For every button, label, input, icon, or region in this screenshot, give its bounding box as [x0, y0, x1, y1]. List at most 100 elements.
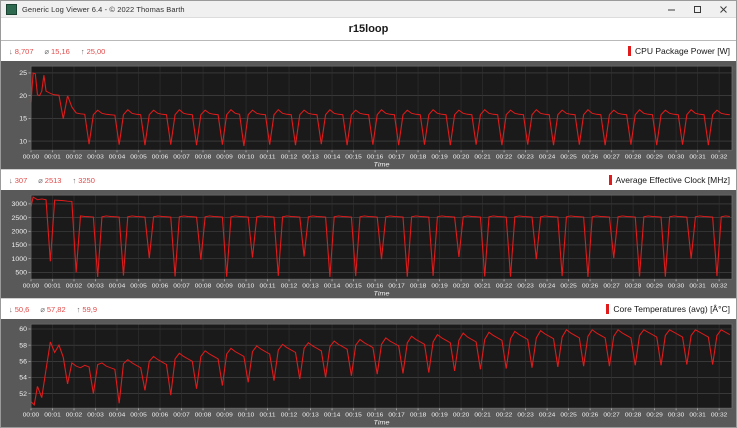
x-axis-tick-label: 00:04: [109, 412, 126, 418]
x-axis-tick-label: 00:04: [109, 283, 126, 289]
x-axis-tick-label: 00:27: [603, 154, 620, 160]
x-axis-tick-label: 00:14: [324, 154, 341, 160]
chart-stats-cpu-package-power: ↓ 8,707 ⌀ 15,16 ↑ 25,00: [9, 47, 105, 56]
x-axis-tick-label: 00:22: [496, 412, 513, 418]
chart-stats-core-temperatures: ↓ 50,6 ⌀ 57,82 ↑ 59,9: [9, 305, 97, 314]
x-axis-title: Time: [374, 162, 390, 168]
legend-label: Average Effective Clock [MHz]: [615, 175, 730, 185]
plot-area-cpu-package-power[interactable]: 10 15 20 25 00:00 00:01 00:02 00:03 00:04 00:05 00…: [1, 61, 736, 169]
x-axis-tick-label: 00:29: [646, 412, 663, 418]
y-axis-tick-label: 25: [19, 71, 27, 77]
series-line-core-temperatures: [30, 329, 731, 407]
x-axis-tick-label: 00:05: [130, 412, 147, 418]
avg-symbol-icon: ⌀: [38, 175, 43, 185]
x-axis-tick-label: 00:17: [388, 283, 405, 289]
x-axis-tick-label: 00:20: [453, 154, 470, 160]
avg-symbol-icon: ⌀: [40, 304, 45, 314]
x-axis-tick-label: 00:30: [668, 283, 685, 289]
y-axis-tick-label: 1500: [11, 243, 27, 249]
x-axis-tick-label: 00:31: [689, 154, 706, 160]
avg-stat-cpu-package-power: ⌀ 15,16: [45, 47, 70, 56]
y-axis-tick-label: 52: [19, 391, 27, 397]
x-axis-tick-label: 00:29: [646, 154, 663, 160]
x-axis-tick-label: 00:27: [603, 283, 620, 289]
y-axis-tick-label: 54: [19, 375, 27, 381]
close-icon[interactable]: [710, 1, 736, 18]
x-axis-tick-label: 00:22: [496, 283, 513, 289]
min-stat-core-temperatures: ↓ 50,6: [9, 305, 29, 314]
x-axis-tick-label: 00:16: [367, 283, 384, 289]
chart-legend-core-temperatures[interactable]: Core Temperatures (avg) [Â°C]: [606, 304, 730, 314]
plot-border: [30, 194, 733, 280]
plot-inner-background: [31, 324, 732, 409]
chart-panel-average-effective-clock: ↓ 307 ⌀ 2513 ↑ 3250 Average Effective Clock [M…: [1, 170, 736, 299]
x-axis-tick-label: 00:17: [388, 412, 405, 418]
avg-stat-average-effective-clock: ⌀ 2513: [38, 176, 61, 185]
y-axis-tick-label: 3000: [11, 202, 27, 208]
x-axis-tick-label: 00:25: [560, 412, 577, 418]
x-axis-title: Time: [374, 420, 390, 426]
x-axis-tick-label: 00:14: [324, 412, 341, 418]
x-axis-tick-label: 00:25: [560, 283, 577, 289]
plot-svg-core-temperatures: 52 54 56 58 60 00:00 00:01 00:02 00:03 00:04 00:05…: [1, 319, 736, 427]
chart-legend-average-effective-clock[interactable]: Average Effective Clock [MHz]: [608, 175, 730, 185]
x-axis-tick-label: 00:03: [87, 412, 104, 418]
max-symbol-icon: ↑: [72, 175, 77, 185]
x-axis-tick-label: 00:12: [281, 154, 298, 160]
x-axis-tick-label: 00:13: [302, 283, 319, 289]
max-stat-value: 25,00: [86, 46, 106, 56]
y-axis-tick-label: 10: [19, 139, 27, 145]
x-axis-tick-label: 00:06: [152, 154, 169, 160]
x-axis-tick-label: 00:07: [173, 412, 190, 418]
x-axis-tick-label: 00:27: [603, 412, 620, 418]
x-axis-tick-label: 00:24: [539, 283, 556, 289]
x-axis-tick-label: 00:20: [453, 283, 470, 289]
x-axis-tick-label: 00:21: [474, 154, 491, 160]
x-axis-tick-label: 00:08: [195, 154, 212, 160]
plot-area-average-effective-clock[interactable]: 500 1000 1500 2000 2500 3000 00:00 00:01 00:02 00…: [1, 190, 736, 298]
min-stat-value: 307: [14, 175, 28, 185]
legend-label: Core Temperatures (avg) [Â°C]: [613, 304, 730, 314]
x-axis-tick-label: 00:32: [711, 154, 728, 160]
plot-svg-cpu-package-power: 10 15 20 25 00:00 00:01 00:02 00:03 00:04 00:05 00…: [1, 61, 736, 169]
x-axis-tick-label: 00:11: [260, 412, 277, 418]
x-axis-tick-label: 00:14: [324, 283, 341, 289]
max-stat-cpu-package-power: ↑ 25,00: [81, 47, 106, 56]
x-axis-tick-label: 00:13: [302, 412, 319, 418]
x-axis-tick-label: 00:26: [582, 412, 599, 418]
minimize-icon[interactable]: [658, 1, 684, 18]
series-line-average-effective-clock: [30, 196, 730, 277]
y-axis-tick-label: 60: [19, 327, 27, 333]
min-stat-value: 50,6: [14, 304, 30, 314]
x-axis-tick-label: 00:19: [431, 283, 448, 289]
x-axis-tick-label: 00:18: [410, 154, 427, 160]
y-axis-tick-label: 20: [19, 93, 27, 99]
chart-header-core-temperatures: ↓ 50,6 ⌀ 57,82 ↑ 59,9 Core Temperatures (avg) …: [1, 299, 736, 319]
app-icon: [6, 3, 17, 15]
chart-panel-core-temperatures: ↓ 50,6 ⌀ 57,82 ↑ 59,9 Core Temperatures (avg) …: [1, 299, 736, 427]
max-stat-value: 3250: [78, 175, 95, 185]
chart-legend-cpu-package-power[interactable]: CPU Package Power [W]: [628, 46, 730, 56]
chart-header-average-effective-clock: ↓ 307 ⌀ 2513 ↑ 3250 Average Effective Clock [M…: [1, 170, 736, 190]
chart-header-cpu-package-power: ↓ 8,707 ⌀ 15,16 ↑ 25,00 CPU Package Power [W]: [1, 41, 736, 61]
maximize-icon[interactable]: [684, 1, 710, 18]
x-axis-tick-label: 00:10: [238, 412, 255, 418]
min-symbol-icon: ↓: [9, 175, 13, 185]
plot-area-core-temperatures[interactable]: 52 54 56 58 60 00:00 00:01 00:02 00:03 00:04 00:05…: [1, 319, 736, 427]
plot-svg-average-effective-clock: 500 1000 1500 2000 2500 3000 00:00 00:01 00:02 00…: [1, 190, 736, 298]
x-axis-tick-label: 00:09: [216, 412, 233, 418]
x-axis-tick-label: 00:26: [582, 154, 599, 160]
x-axis-tick-label: 00:01: [44, 154, 61, 160]
plot-inner-background: [31, 195, 732, 280]
x-axis-tick-label: 00:23: [517, 412, 534, 418]
series-line-cpu-package-power: [30, 72, 730, 147]
x-axis-tick-label: 00:06: [152, 412, 169, 418]
x-axis-tick-label: 00:19: [431, 154, 448, 160]
legend-color-swatch-icon: [606, 304, 610, 314]
x-axis-title: Time: [374, 291, 390, 297]
x-axis-tick-label: 00:01: [44, 412, 61, 418]
x-axis-tick-label: 00:03: [87, 283, 104, 289]
max-symbol-icon: ↑: [80, 46, 85, 56]
x-axis-tick-label: 00:00: [23, 154, 40, 160]
x-axis-tick-label: 00:11: [260, 154, 277, 160]
